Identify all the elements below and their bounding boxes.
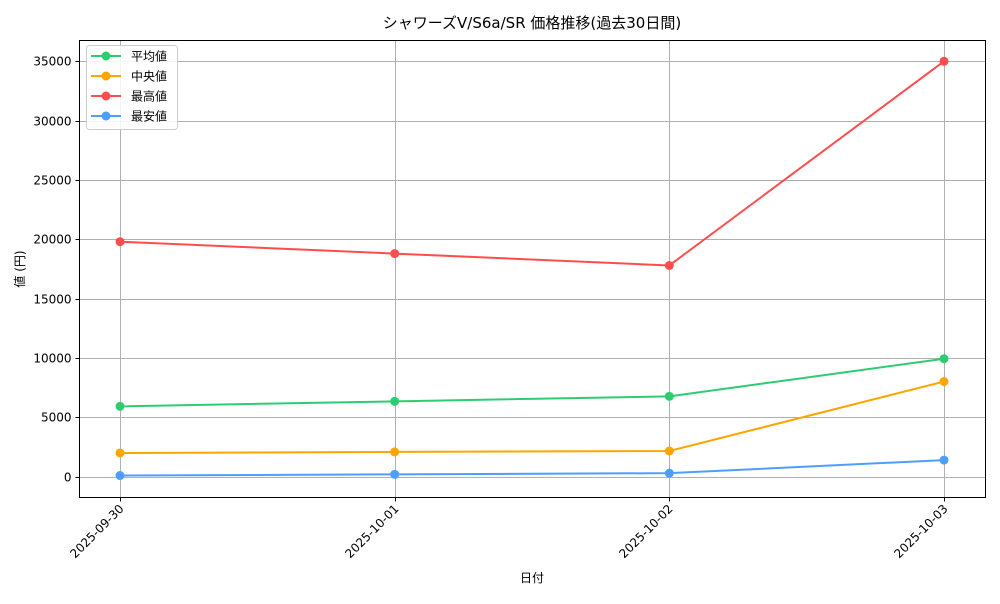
data-point-marker xyxy=(664,446,674,456)
x-axis-ticks: 2025-09-30 2025-10-01 2025-10-02 2025-10-03 xyxy=(67,497,951,561)
y-tick-label: 25000 xyxy=(33,174,71,188)
y-tick-label: 0 xyxy=(64,471,72,485)
grid-lines xyxy=(79,40,986,498)
x-tick-label: 2025-09-30 xyxy=(67,502,126,561)
y-axis-label: 値 (円) xyxy=(12,250,27,287)
data-point-marker xyxy=(939,377,949,387)
legend-box xyxy=(86,45,178,130)
legend-marker-icon xyxy=(101,51,111,61)
y-tick-label: 10000 xyxy=(33,352,71,366)
data-point-marker xyxy=(390,447,400,457)
y-tick-label: 5000 xyxy=(41,411,72,425)
data-point-marker xyxy=(390,396,400,406)
legend-label: 中央値 xyxy=(131,69,167,84)
x-tick-label: 2025-10-01 xyxy=(342,502,401,561)
y-tick-label: 30000 xyxy=(33,115,71,129)
series-line xyxy=(119,459,945,477)
legend-label: 最高値 xyxy=(131,89,167,104)
plot-frame xyxy=(79,40,986,498)
data-point-marker xyxy=(939,354,949,364)
series-1 xyxy=(115,377,949,458)
legend-label: 平均値 xyxy=(131,49,167,64)
legend-marker-icon xyxy=(101,71,111,81)
y-tick-label: 15000 xyxy=(33,293,71,307)
legend-marker-icon xyxy=(101,91,111,101)
legend-item: 最高値 xyxy=(91,89,167,104)
series-2 xyxy=(115,56,949,270)
series-line xyxy=(119,380,945,454)
legend-marker-icon xyxy=(101,111,111,121)
data-point-marker xyxy=(115,237,125,247)
data-point-marker xyxy=(390,249,400,259)
x-tick-label: 2025-10-03 xyxy=(891,502,950,561)
series-3 xyxy=(115,455,949,481)
x-axis-label: 日付 xyxy=(520,571,544,585)
y-axis-ticks: 0 5000 10000 15000 20000 25000 30000 35000 xyxy=(33,55,80,485)
data-point-marker xyxy=(115,448,125,458)
series-line xyxy=(119,357,945,408)
legend-item: 中央値 xyxy=(91,69,167,84)
data-point-marker xyxy=(939,56,949,66)
y-tick-label: 35000 xyxy=(33,55,71,69)
series-lines xyxy=(115,56,949,481)
series-line xyxy=(119,60,945,267)
data-point-marker xyxy=(115,471,125,481)
data-point-marker xyxy=(664,468,674,478)
legend-item: 最安値 xyxy=(91,109,167,124)
data-point-marker xyxy=(115,401,125,411)
chart-title: シャワーズV/S6a/SR 価格推移(過去30日間) xyxy=(383,14,681,32)
legend-label: 最安値 xyxy=(131,109,167,124)
data-point-marker xyxy=(939,455,949,465)
data-point-marker xyxy=(664,260,674,270)
x-tick-label: 2025-10-02 xyxy=(616,502,675,561)
y-tick-label: 20000 xyxy=(33,233,71,247)
data-point-marker xyxy=(664,391,674,401)
data-point-marker xyxy=(390,469,400,479)
legend-item: 平均値 xyxy=(91,49,167,64)
series-0 xyxy=(115,354,949,411)
